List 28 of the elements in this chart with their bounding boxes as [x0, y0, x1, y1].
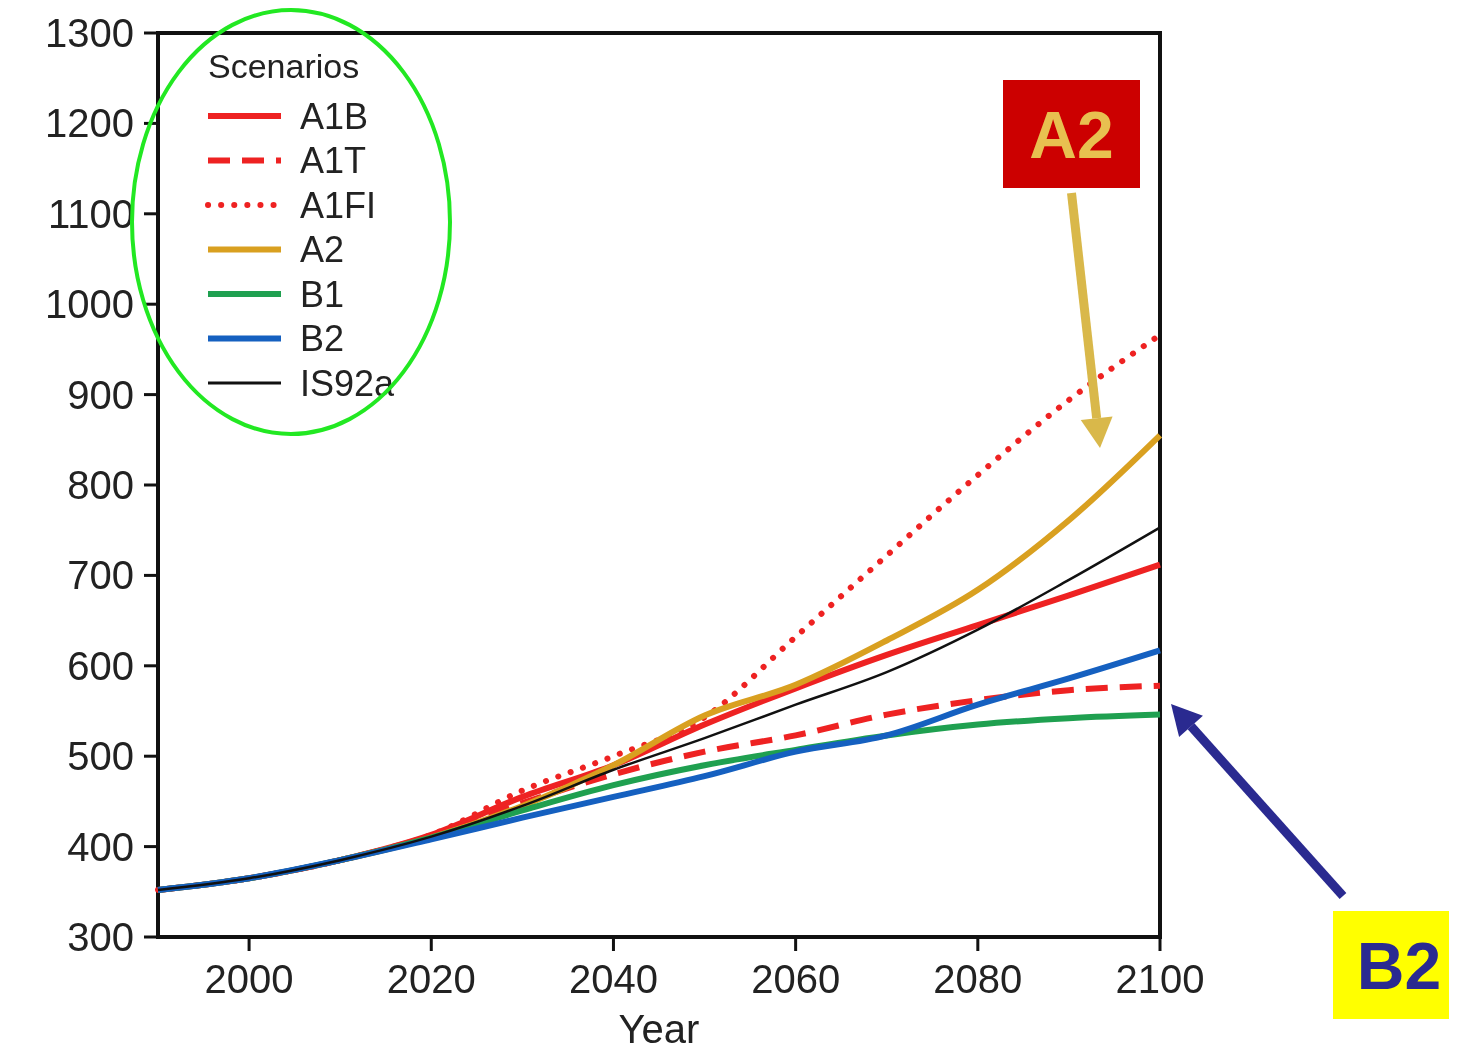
legend-title: Scenarios: [208, 47, 360, 85]
legend-label: A1T: [300, 140, 367, 182]
legend-label: A1B: [300, 95, 369, 137]
text: B2: [1356, 928, 1442, 1003]
x-tick-label: 2100: [1115, 957, 1205, 1001]
x-tick-label: 2060: [751, 957, 841, 1001]
y-tick-label: 400: [67, 824, 134, 869]
y-tick-label: 1300: [45, 11, 134, 55]
legend-label: A1FI: [300, 184, 377, 226]
x-tick-label: 2080: [933, 957, 1023, 1001]
y-tick-label: 500: [67, 734, 134, 779]
legend-label: A2: [300, 229, 345, 271]
y-tick-label: 600: [67, 643, 134, 688]
x-tick-label: 2040: [568, 957, 658, 1001]
legend-label: IS92a: [300, 362, 396, 404]
x-tick-label: 2020: [386, 957, 476, 1001]
y-tick-label: 1200: [45, 101, 134, 146]
annotation: A2: [1029, 97, 1114, 172]
x-tick-label: 2000: [204, 957, 294, 1001]
legend-label: B1: [300, 273, 345, 315]
y-tick-label: 1000: [45, 282, 134, 327]
legend-label: B2: [300, 318, 345, 360]
y-tick-label: 1100: [47, 191, 134, 236]
y-tick-label: 900: [67, 372, 134, 417]
y-tick-label: 700: [67, 553, 134, 598]
y-tick-label: 300: [67, 915, 134, 959]
x-axis-title: Year: [618, 1007, 700, 1051]
y-tick-label: 800: [67, 463, 134, 507]
